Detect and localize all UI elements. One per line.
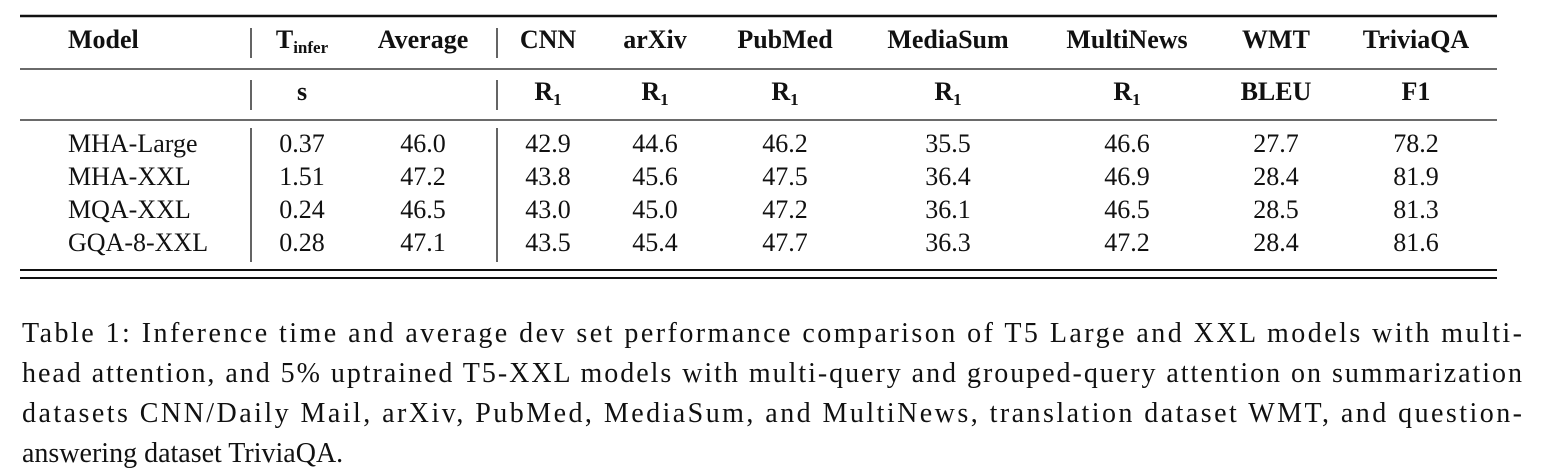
unit-cell: BLEU — [1241, 77, 1312, 106]
table-cell: 28.4 — [1253, 162, 1299, 191]
header-cell: MultiNews — [1066, 25, 1187, 54]
table-cell: 78.2 — [1393, 129, 1439, 158]
table-cell: 36.1 — [925, 195, 971, 224]
table-cell: 46.0 — [400, 129, 446, 158]
caption-line: Table 1: Inference time and average dev … — [22, 318, 1522, 349]
table-cell: GQA-8-XXL — [68, 228, 208, 257]
unit-cell-main: R — [641, 77, 660, 106]
table-cell: 36.4 — [925, 162, 971, 191]
header-cell: arXiv — [623, 25, 687, 54]
header-cell: WMT — [1242, 25, 1310, 54]
table-cell: 81.6 — [1393, 228, 1439, 257]
caption-line: datasets CNN/Daily Mail, arXiv, PubMed, … — [22, 398, 1522, 429]
header-cell: MediaSum — [887, 25, 1009, 54]
unit-cell: F1 — [1402, 77, 1431, 106]
table-cell: MQA-XXL — [68, 195, 191, 224]
table-cell: 46.9 — [1104, 162, 1150, 191]
table-cell: 46.2 — [762, 129, 808, 158]
unit-cell-subscript: 1 — [1132, 90, 1141, 109]
table-cell: 46.5 — [400, 195, 446, 224]
caption-line: head attention, and 5% uptrained T5-XXL … — [22, 358, 1522, 389]
table-cell: 47.1 — [400, 228, 446, 257]
table-cell: 45.0 — [632, 195, 678, 224]
table-cell: 46.6 — [1104, 129, 1150, 158]
table-cell: 47.5 — [762, 162, 808, 191]
unit-cell-main: R — [934, 77, 953, 106]
unit-cell-main: R — [534, 77, 553, 106]
unit-cell-main: R — [1113, 77, 1132, 106]
table-cell: 0.28 — [279, 228, 325, 257]
table-cell: 28.5 — [1253, 195, 1299, 224]
table-cell: 47.2 — [400, 162, 446, 191]
header-cell: Model — [68, 25, 139, 54]
header-cell: TriviaQA — [1363, 25, 1470, 54]
table-cell: 45.6 — [632, 162, 678, 191]
table-cell: 44.6 — [632, 129, 678, 158]
header-cell: Average — [378, 25, 468, 54]
table-cell: 43.0 — [525, 195, 571, 224]
table-cell: 28.4 — [1253, 228, 1299, 257]
table-cell: MHA-Large — [68, 129, 197, 158]
table-cell: 46.5 — [1104, 195, 1150, 224]
table-cell: 35.5 — [925, 129, 971, 158]
header-cell-subscript: infer — [293, 38, 328, 57]
unit-cell: R1 — [641, 77, 668, 109]
unit-cell: R1 — [534, 77, 561, 109]
header-cell-main: T — [276, 25, 293, 54]
header-cell: PubMed — [737, 25, 833, 54]
caption-line: answering dataset TriviaQA. — [22, 438, 343, 469]
unit-cell: R1 — [934, 77, 961, 109]
table-cell: 42.9 — [525, 129, 571, 158]
table-cell: 81.9 — [1393, 162, 1439, 191]
table-cell: 47.7 — [762, 228, 808, 257]
unit-cell: R1 — [771, 77, 798, 109]
unit-cell: s — [297, 77, 307, 106]
unit-cell-subscript: 1 — [790, 90, 799, 109]
header-cell: Tinfer — [276, 25, 329, 57]
unit-cell: R1 — [1113, 77, 1140, 109]
table-cell: 47.2 — [762, 195, 808, 224]
table-cell: 36.3 — [925, 228, 971, 257]
table-cell: MHA-XXL — [68, 162, 191, 191]
unit-cell-subscript: 1 — [553, 90, 562, 109]
table-cell: 43.8 — [525, 162, 571, 191]
table-cell: 81.3 — [1393, 195, 1439, 224]
header-cell: CNN — [520, 25, 577, 54]
table-cell: 47.2 — [1104, 228, 1150, 257]
unit-cell-subscript: 1 — [953, 90, 962, 109]
table-cell: 45.4 — [632, 228, 678, 257]
unit-cell-subscript: 1 — [660, 90, 669, 109]
table-cell: 27.7 — [1253, 129, 1299, 158]
unit-cell-main: R — [771, 77, 790, 106]
table-cell: 0.37 — [279, 129, 325, 158]
table-cell: 1.51 — [279, 162, 325, 191]
table-cell: 0.24 — [279, 195, 325, 224]
table-cell: 43.5 — [525, 228, 571, 257]
